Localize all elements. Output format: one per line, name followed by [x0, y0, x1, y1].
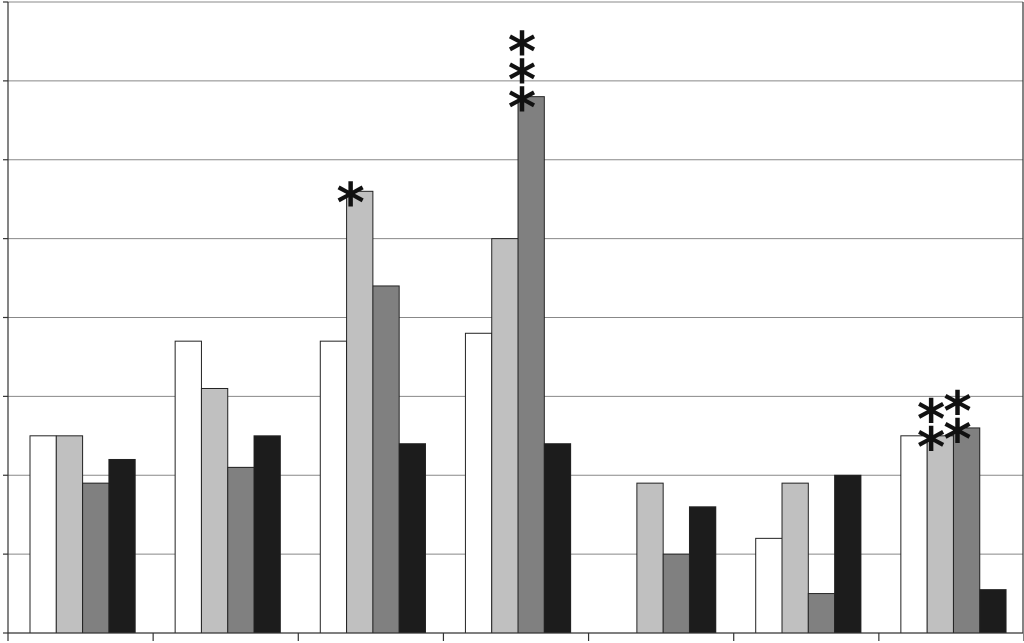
significance-marker: ***	[508, 21, 536, 140]
bar	[174, 340, 202, 634]
bar	[29, 435, 57, 634]
bar	[636, 482, 664, 634]
bar	[952, 427, 981, 634]
bar	[398, 443, 426, 634]
bar	[755, 537, 783, 634]
bar	[900, 435, 928, 634]
bar	[372, 285, 400, 634]
bar	[227, 466, 255, 634]
bar	[834, 474, 862, 634]
significance-marker: **	[943, 380, 971, 471]
bar	[464, 332, 493, 634]
bar	[543, 443, 572, 634]
bar	[781, 482, 809, 634]
bar	[346, 190, 374, 634]
bar	[200, 387, 229, 634]
bar	[253, 435, 281, 634]
bar	[688, 506, 717, 634]
bar	[662, 553, 690, 634]
significance-marker: *	[336, 171, 364, 234]
bar	[82, 482, 110, 634]
bar	[491, 238, 519, 634]
bar	[807, 593, 836, 634]
bar	[926, 435, 954, 634]
bar	[979, 589, 1007, 634]
bar	[319, 340, 348, 634]
bar	[55, 435, 84, 634]
bar	[108, 458, 136, 634]
significance-marker: **	[917, 388, 945, 479]
bar	[517, 96, 545, 634]
